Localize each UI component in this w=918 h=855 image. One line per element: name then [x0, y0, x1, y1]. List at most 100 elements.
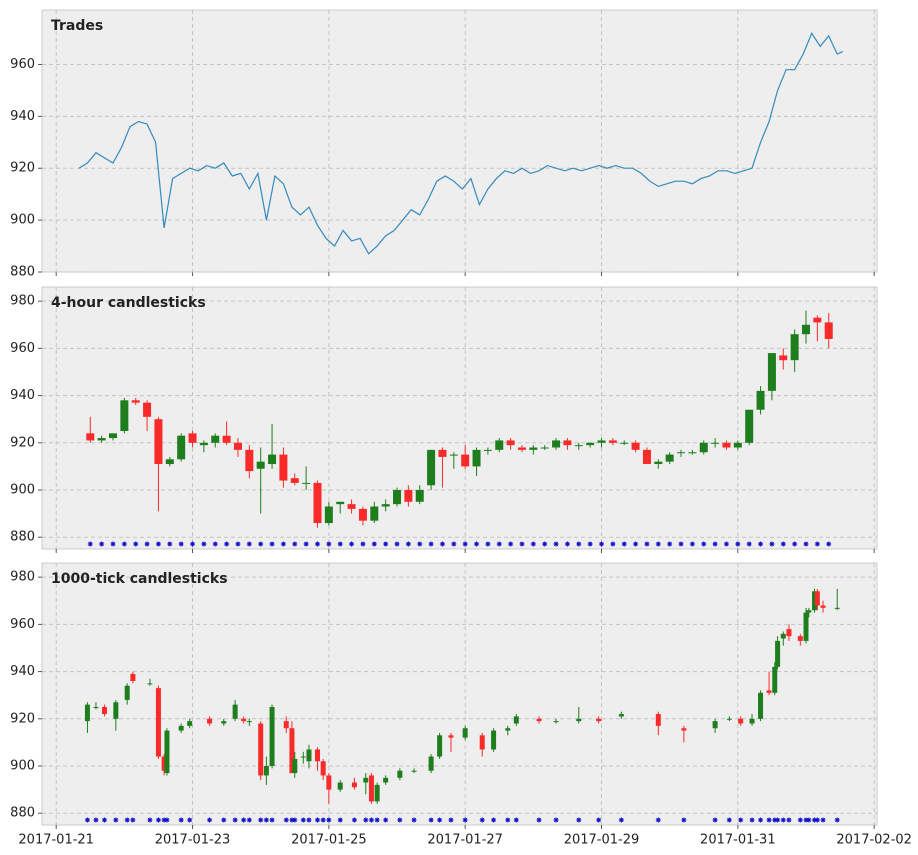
candle-body: [374, 784, 380, 802]
candle-body: [806, 610, 812, 613]
candle-body: [177, 435, 186, 460]
time-marker: [84, 817, 90, 823]
time-marker: [147, 817, 153, 823]
candle-body: [775, 640, 781, 667]
candle-body: [738, 718, 744, 724]
candle-body: [620, 442, 629, 444]
candle-body: [320, 761, 326, 776]
time-marker: [814, 541, 820, 547]
time-marker: [87, 541, 93, 547]
time-marker: [536, 817, 542, 823]
time-marker: [161, 817, 167, 823]
time-marker: [553, 541, 559, 547]
candle-body: [232, 704, 238, 719]
candle-body: [165, 459, 174, 465]
candle-body: [207, 718, 213, 724]
time-marker: [749, 817, 755, 823]
candle-body: [383, 777, 389, 783]
candle-body: [188, 433, 197, 443]
time-marker: [448, 817, 454, 823]
time-marker: [508, 541, 514, 547]
time-marker: [814, 817, 820, 823]
panel: 880 900 920 940 960 980 4-hour candlesticks: [10, 286, 878, 553]
candle-body: [289, 728, 295, 774]
time-marker: [269, 817, 275, 823]
time-marker: [110, 541, 116, 547]
candle-body: [597, 440, 606, 443]
y-tick-label: 900: [10, 758, 35, 773]
time-marker: [374, 817, 380, 823]
candle-body: [130, 673, 136, 682]
candle-body: [517, 447, 526, 450]
y-tick-label: 960: [10, 57, 35, 72]
candle-body: [381, 504, 390, 507]
x-tick-label: 2017-01-31: [700, 833, 776, 848]
candle-body: [766, 690, 772, 693]
time-marker: [101, 817, 107, 823]
time-marker: [235, 541, 241, 547]
time-marker: [383, 541, 389, 547]
y-tick-label: 940: [10, 664, 35, 679]
time-marker: [351, 817, 357, 823]
time-marker: [735, 541, 741, 547]
candle-body: [109, 433, 118, 439]
time-marker: [746, 541, 752, 547]
candle-body: [529, 447, 538, 450]
candle-body: [797, 636, 803, 641]
candle-body: [462, 728, 468, 738]
time-marker: [337, 541, 343, 547]
time-marker: [462, 817, 468, 823]
candle-body: [772, 666, 778, 693]
time-marker: [772, 817, 778, 823]
candle-body: [681, 728, 687, 731]
candle-body: [113, 702, 119, 719]
time-marker: [496, 541, 502, 547]
candle-body: [563, 440, 572, 446]
candle-body: [642, 449, 651, 465]
time-marker: [178, 541, 184, 547]
candle-body: [812, 591, 818, 611]
time-marker: [368, 817, 374, 823]
time-marker: [812, 817, 818, 823]
time-marker: [155, 541, 161, 547]
y-tick-label: 920: [10, 435, 35, 450]
candle-body: [336, 501, 345, 505]
time-marker: [834, 817, 840, 823]
time-marker: [292, 541, 298, 547]
time-marker: [491, 817, 497, 823]
panel-title: 1000-tick candlesticks: [51, 571, 228, 587]
time-marker: [411, 817, 417, 823]
candle-body: [505, 728, 511, 731]
time-marker: [644, 541, 650, 547]
candle-body: [786, 629, 792, 637]
time-marker: [655, 541, 661, 547]
time-marker: [758, 541, 764, 547]
candle-body: [187, 721, 193, 726]
candle-body: [767, 353, 776, 391]
time-marker: [258, 817, 264, 823]
time-marker: [723, 541, 729, 547]
y-tick-label: 980: [10, 570, 35, 585]
time-marker: [803, 817, 809, 823]
time-marker: [405, 541, 411, 547]
time-marker: [201, 541, 207, 547]
time-marker: [505, 817, 511, 823]
panel: 880 900 920 940 960 Trades: [10, 9, 878, 280]
time-marker: [667, 541, 673, 547]
candle-body: [461, 454, 470, 467]
x-tick-label: 2017-01-25: [291, 833, 367, 848]
candle-body: [824, 322, 833, 339]
candle-body: [143, 402, 152, 417]
time-marker: [610, 541, 616, 547]
time-marker: [519, 541, 525, 547]
time-marker: [212, 541, 218, 547]
time-marker: [207, 817, 213, 823]
candle-body: [292, 758, 298, 774]
time-marker: [542, 541, 548, 547]
candle-body: [618, 714, 624, 717]
candle-body: [711, 442, 720, 444]
candle-body: [326, 775, 332, 790]
time-marker: [292, 817, 298, 823]
plot-background: [41, 9, 878, 273]
time-marker: [121, 541, 127, 547]
